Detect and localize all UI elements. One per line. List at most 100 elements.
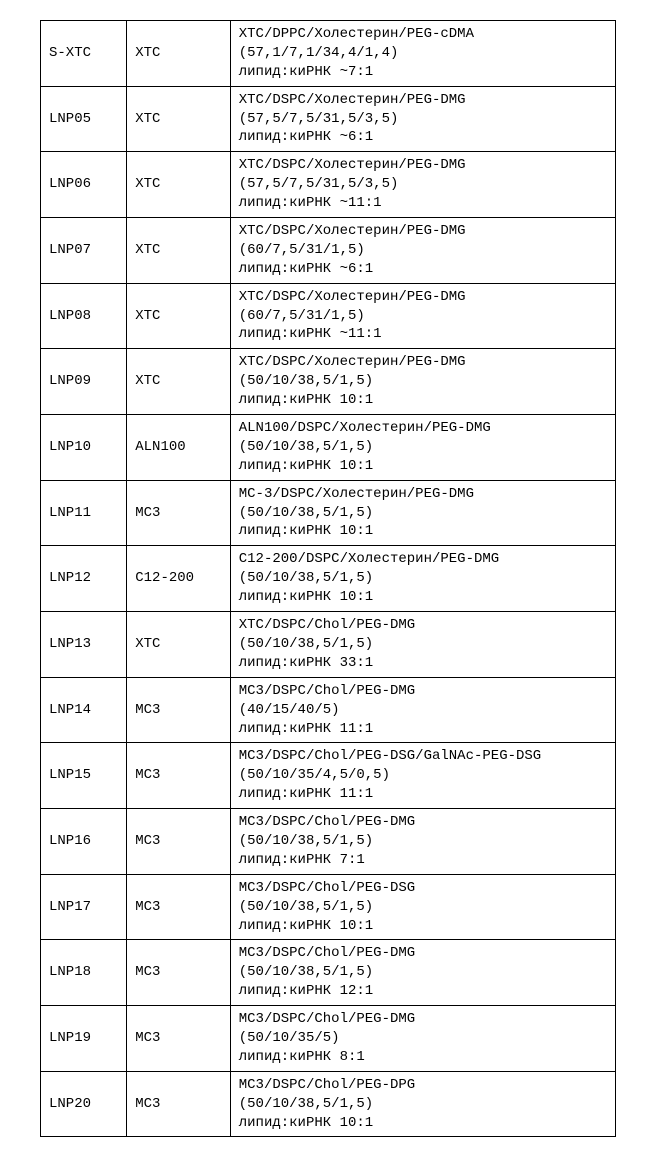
composition-line: (50/10/35/5) bbox=[239, 1029, 607, 1048]
composition-line: MC3/DSPC/Chol/PEG-DMG bbox=[239, 944, 607, 963]
composition-line: (50/10/38,5/1,5) bbox=[239, 372, 607, 391]
table-row: LNP07XTCXTC/DSPC/Холестерин/PEG-DMG(60/7… bbox=[41, 218, 616, 284]
composition-line: MC3/DSPC/Chol/PEG-DSG bbox=[239, 879, 607, 898]
cell-lipid: MC3 bbox=[127, 874, 231, 940]
cell-id: LNP12 bbox=[41, 546, 127, 612]
cell-lipid: MC3 bbox=[127, 1006, 231, 1072]
composition-line: (50/10/38,5/1,5) bbox=[239, 504, 607, 523]
composition-line: липид:киРНК 10:1 bbox=[239, 391, 607, 410]
cell-composition: XTC/DSPC/Холестерин/PEG-DMG(60/7,5/31/1,… bbox=[230, 218, 615, 284]
cell-id: LNP09 bbox=[41, 349, 127, 415]
table-row: LNP09XTC XTC/DSPC/Холестерин/PEG-DMG(50/1… bbox=[41, 349, 616, 415]
composition-line: липид:киРНК 12:1 bbox=[239, 982, 607, 1001]
composition-line: липид:киРНК 10:1 bbox=[239, 457, 607, 476]
cell-lipid: XTC bbox=[127, 86, 231, 152]
cell-composition: ALN100/DSPC/Холестерин/PEG-DMG(50/10/38,… bbox=[230, 415, 615, 481]
composition-line: ALN100/DSPC/Холестерин/PEG-DMG bbox=[239, 419, 607, 438]
table-row: LNP20MC3 MC3/DSPC/Chol/PEG-DPG(50/10/38,5… bbox=[41, 1071, 616, 1137]
cell-id: LNP19 bbox=[41, 1006, 127, 1072]
composition-line: липид:киРНК 8:1 bbox=[239, 1048, 607, 1067]
cell-id: LNP16 bbox=[41, 809, 127, 875]
composition-line: липид:киРНК ~11:1 bbox=[239, 325, 607, 344]
cell-lipid: XTC bbox=[127, 283, 231, 349]
cell-id: LNP05 bbox=[41, 86, 127, 152]
composition-line: MC3/DSPC/Chol/PEG-DMG bbox=[239, 1010, 607, 1029]
composition-line: (50/10/38,5/1,5) bbox=[239, 898, 607, 917]
composition-line: липид:киРНК ~11:1 bbox=[239, 194, 607, 213]
cell-composition: MC3/DSPC/Chol/PEG-DMG(50/10/38,5/1,5)лип… bbox=[230, 940, 615, 1006]
table-row: LNP06XTCXTC/DSPC/Холестерин/PEG-DMG(57,5… bbox=[41, 152, 616, 218]
table-row: LNP18MC3MC3/DSPC/Chol/PEG-DMG(50/10/38,5… bbox=[41, 940, 616, 1006]
composition-line: C12-200/DSPC/Холестерин/PEG-DMG bbox=[239, 550, 607, 569]
table-row: LNP05XTC XTC/DSPC/Холестерин/PEG-DMG(57,5… bbox=[41, 86, 616, 152]
cell-lipid: MC3 bbox=[127, 743, 231, 809]
cell-lipid: XTC bbox=[127, 21, 231, 87]
table-row: LNP16MC3MC3/DSPC/Chol/PEG-DMG(50/10/38,5… bbox=[41, 809, 616, 875]
composition-line: MC3/DSPC/Chol/PEG-DMG bbox=[239, 813, 607, 832]
composition-line: (57,5/7,5/31,5/3,5) bbox=[239, 175, 607, 194]
composition-line: липид:киРНК ~6:1 bbox=[239, 260, 607, 279]
table-row: LNP11MC3MC-3/DSPC/Холестерин/PEG-DMG(50/… bbox=[41, 480, 616, 546]
composition-line: MC3/DSPC/Chol/PEG-DPG bbox=[239, 1076, 607, 1095]
composition-line: липид:киРНК 10:1 bbox=[239, 588, 607, 607]
composition-line: липид:киРНК 7:1 bbox=[239, 851, 607, 870]
composition-line: XTC/DSPC/Холестерин/PEG-DMG bbox=[239, 91, 607, 110]
composition-line: XTC/DSPC/Холестерин/PEG-DMG bbox=[239, 222, 607, 241]
table-row: LNP15MC3MC3/DSPC/Chol/PEG-DSG/GalNAc-PEG… bbox=[41, 743, 616, 809]
composition-line: липид:киРНК 33:1 bbox=[239, 654, 607, 673]
cell-id: LNP07 bbox=[41, 218, 127, 284]
table-row: S-XTCXTCXTC/DPPC/Холестерин/PEG-cDMA(57,… bbox=[41, 21, 616, 87]
composition-line: (50/10/38,5/1,5) bbox=[239, 963, 607, 982]
cell-lipid: MC3 bbox=[127, 1071, 231, 1137]
cell-composition: MC-3/DSPC/Холестерин/PEG-DMG(50/10/38,5/… bbox=[230, 480, 615, 546]
lipid-table: S-XTCXTCXTC/DPPC/Холестерин/PEG-cDMA(57,… bbox=[40, 20, 616, 1137]
cell-composition: XTC/DSPC/Холестерин/PEG-DMG(60/7,5/31/1,… bbox=[230, 283, 615, 349]
cell-composition: MC3/DSPC/Chol/PEG-DSG(50/10/38,5/1,5)лип… bbox=[230, 874, 615, 940]
cell-composition: MC3/DSPC/Chol/PEG-DMG(40/15/40/5)липид:к… bbox=[230, 677, 615, 743]
cell-composition: MC3/DSPC/Chol/PEG-DMG(50/10/35/5)липид:к… bbox=[230, 1006, 615, 1072]
composition-line: липид:киРНК 10:1 bbox=[239, 917, 607, 936]
cell-lipid: XTC bbox=[127, 349, 231, 415]
table-row: LNP08XTCXTC/DSPC/Холестерин/PEG-DMG(60/7… bbox=[41, 283, 616, 349]
composition-line: MC3/DSPC/Chol/PEG-DMG bbox=[239, 682, 607, 701]
composition-line: (50/10/38,5/1,5) bbox=[239, 1095, 607, 1114]
composition-line: (50/10/38,5/1,5) bbox=[239, 569, 607, 588]
composition-line: (40/15/40/5) bbox=[239, 701, 607, 720]
cell-composition: C12-200/DSPC/Холестерин/PEG-DMG(50/10/38… bbox=[230, 546, 615, 612]
composition-line: (50/10/38,5/1,5) bbox=[239, 832, 607, 851]
composition-line: (60/7,5/31/1,5) bbox=[239, 307, 607, 326]
composition-line: (50/10/35/4,5/0,5) bbox=[239, 766, 607, 785]
cell-id: LNP18 bbox=[41, 940, 127, 1006]
cell-id: LNP17 bbox=[41, 874, 127, 940]
composition-line: липид:киРНК ~7:1 bbox=[239, 63, 607, 82]
composition-line: XTC/DSPC/Холестерин/PEG-DMG bbox=[239, 353, 607, 372]
composition-line: XTC/DSPC/Холестерин/PEG-DMG bbox=[239, 288, 607, 307]
cell-composition: MC3/DSPC/Chol/PEG-DMG(50/10/38,5/1,5)лип… bbox=[230, 809, 615, 875]
composition-line: XTC/DSPC/Chol/PEG-DMG bbox=[239, 616, 607, 635]
cell-id: LNP10 bbox=[41, 415, 127, 481]
table-row: LNP19MC3MC3/DSPC/Chol/PEG-DMG(50/10/35/5… bbox=[41, 1006, 616, 1072]
composition-line: MC-3/DSPC/Холестерин/PEG-DMG bbox=[239, 485, 607, 504]
cell-id: LNP20 bbox=[41, 1071, 127, 1137]
composition-line: XTC/DPPC/Холестерин/PEG-cDMA bbox=[239, 25, 607, 44]
composition-line: (60/7,5/31/1,5) bbox=[239, 241, 607, 260]
table-row: LNP13XTCXTC/DSPC/Chol/PEG-DMG(50/10/38,5… bbox=[41, 612, 616, 678]
cell-id: LNP13 bbox=[41, 612, 127, 678]
composition-line: липид:киРНК 11:1 bbox=[239, 720, 607, 739]
cell-composition: XTC/DSPC/Chol/PEG-DMG(50/10/38,5/1,5)лип… bbox=[230, 612, 615, 678]
cell-lipid: MC3 bbox=[127, 940, 231, 1006]
composition-line: липид:киРНК ~6:1 bbox=[239, 128, 607, 147]
lipid-table-body: S-XTCXTCXTC/DPPC/Холестерин/PEG-cDMA(57,… bbox=[41, 21, 616, 1137]
cell-composition: MC3/DSPC/Chol/PEG-DSG/GalNAc-PEG-DSG(50/… bbox=[230, 743, 615, 809]
cell-lipid: C12-200 bbox=[127, 546, 231, 612]
cell-composition: XTC/DSPC/Холестерин/PEG-DMG(57,5/7,5/31,… bbox=[230, 152, 615, 218]
table-row: LNP17MC3MC3/DSPC/Chol/PEG-DSG(50/10/38,5… bbox=[41, 874, 616, 940]
table-row: LNP14MC3MC3/DSPC/Chol/PEG-DMG(40/15/40/5… bbox=[41, 677, 616, 743]
cell-id: LNP06 bbox=[41, 152, 127, 218]
composition-line: липид:киРНК 11:1 bbox=[239, 785, 607, 804]
cell-composition: XTC/DPPC/Холестерин/PEG-cDMA(57,1/7,1/34… bbox=[230, 21, 615, 87]
composition-line: (57,5/7,5/31,5/3,5) bbox=[239, 110, 607, 129]
composition-line: (50/10/38,5/1,5) bbox=[239, 635, 607, 654]
cell-id: S-XTC bbox=[41, 21, 127, 87]
cell-id: LNP14 bbox=[41, 677, 127, 743]
